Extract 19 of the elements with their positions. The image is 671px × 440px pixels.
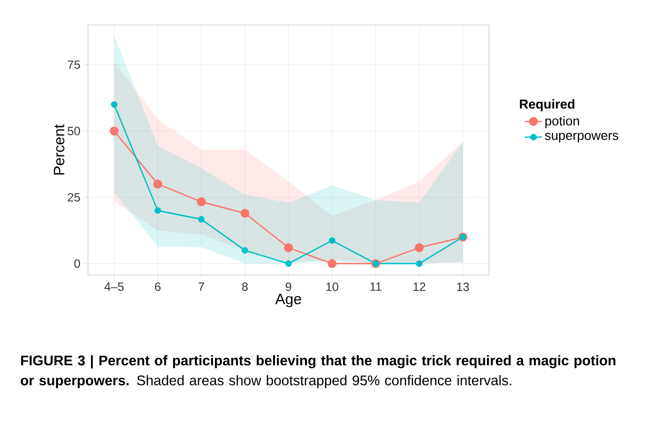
x-tick-label: 9 — [286, 282, 292, 291]
x-tick-label: 6 — [155, 282, 161, 291]
text: FIGURE 3 | Percent of participants believing that the magic trick required a magic potion or superpowers. Shaded areas show bootstrapped 95% confidence intervals. — [20, 355, 616, 388]
x-tick-label: 8 — [242, 282, 248, 291]
legend-title: Required — [520, 99, 574, 112]
y-tick-label: 25 — [68, 193, 80, 202]
x-tick-label: 13 — [457, 282, 469, 291]
y-tick-label: 50 — [68, 126, 80, 136]
x-tick-label: 12 — [414, 282, 426, 291]
legend-label: superpowers — [544, 132, 618, 143]
x-tick-label: 10 — [326, 282, 338, 291]
x-tick-label: 7 — [198, 282, 204, 291]
x-axis-title: Age — [275, 294, 302, 308]
legend-label: potion — [545, 116, 580, 128]
y-tick-label: 75 — [68, 60, 80, 69]
x-tick-label: 4–5 — [104, 282, 124, 291]
x-tick-label: 11 — [370, 282, 382, 291]
y-axis-title: Percent — [54, 124, 64, 175]
y-tick-label: 0 — [74, 259, 80, 268]
